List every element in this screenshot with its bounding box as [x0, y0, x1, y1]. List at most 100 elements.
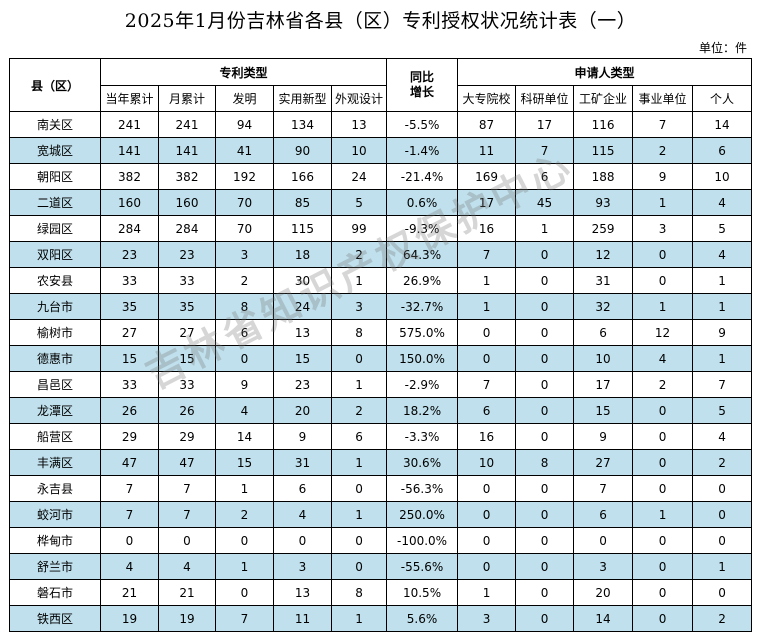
value-cell: 5 — [693, 216, 752, 242]
value-cell: 7 — [216, 606, 274, 632]
value-cell: 116 — [574, 112, 633, 138]
value-cell: 27 — [574, 450, 633, 476]
table-row: 舒兰市44130-55.6%00301 — [10, 554, 752, 580]
subheader-cell: 科研单位 — [516, 86, 574, 112]
table-row: 绿园区2842847011599-9.3%16125935 — [10, 216, 752, 242]
value-cell: 6 — [574, 320, 633, 346]
table-row: 永吉县77160-56.3%00700 — [10, 476, 752, 502]
table-row: 双阳区2323318264.3%701204 — [10, 242, 752, 268]
value-cell: 284 — [159, 216, 216, 242]
value-cell: 1 — [332, 268, 387, 294]
value-cell: 1 — [458, 580, 516, 606]
value-cell: 7 — [159, 476, 216, 502]
value-cell: 8 — [216, 294, 274, 320]
value-cell: 47 — [101, 450, 159, 476]
value-cell: 8 — [332, 580, 387, 606]
value-cell: 0 — [693, 476, 752, 502]
value-cell: 2 — [332, 242, 387, 268]
value-cell: 26 — [101, 398, 159, 424]
value-cell: 17 — [516, 112, 574, 138]
value-cell: 29 — [101, 424, 159, 450]
value-cell: 27 — [159, 320, 216, 346]
value-cell: 14 — [574, 606, 633, 632]
value-cell: 1 — [216, 554, 274, 580]
value-cell: 33 — [101, 268, 159, 294]
value-cell: 7 — [159, 502, 216, 528]
value-cell: 17 — [458, 190, 516, 216]
value-cell: 115 — [274, 216, 332, 242]
value-cell: 21 — [159, 580, 216, 606]
value-cell: 0 — [633, 528, 693, 554]
header-yoy: 同比增长 — [387, 59, 458, 112]
county-name-cell: 昌邑区 — [10, 372, 101, 398]
table-row: 桦甸市00000-100.0%00000 — [10, 528, 752, 554]
value-cell: 382 — [101, 164, 159, 190]
value-cell: 47 — [159, 450, 216, 476]
table-row: 九台市35358243-32.7%103211 — [10, 294, 752, 320]
value-cell: 7 — [458, 242, 516, 268]
value-cell: 0 — [458, 502, 516, 528]
yoy-cell: -32.7% — [387, 294, 458, 320]
table-row: 船营区29291496-3.3%160904 — [10, 424, 752, 450]
value-cell: 1 — [633, 190, 693, 216]
yoy-cell: 64.3% — [387, 242, 458, 268]
county-name-cell: 绿园区 — [10, 216, 101, 242]
value-cell: 33 — [159, 372, 216, 398]
value-cell: 94 — [216, 112, 274, 138]
value-cell: 0 — [693, 580, 752, 606]
value-cell: 2 — [633, 138, 693, 164]
value-cell: 7 — [458, 372, 516, 398]
value-cell: 1 — [332, 502, 387, 528]
value-cell: 160 — [101, 190, 159, 216]
value-cell: 3 — [332, 294, 387, 320]
table-row: 农安县3333230126.9%103101 — [10, 268, 752, 294]
value-cell: 1 — [458, 268, 516, 294]
value-cell: 4 — [693, 242, 752, 268]
value-cell: 7 — [574, 476, 633, 502]
county-name-cell: 朝阳区 — [10, 164, 101, 190]
value-cell: 0 — [458, 320, 516, 346]
value-cell: 0 — [516, 476, 574, 502]
value-cell: 33 — [101, 372, 159, 398]
value-cell: 0 — [332, 346, 387, 372]
value-cell: 382 — [159, 164, 216, 190]
value-cell: 23 — [159, 242, 216, 268]
value-cell: 0 — [516, 554, 574, 580]
value-cell: 93 — [574, 190, 633, 216]
value-cell: 15 — [101, 346, 159, 372]
yoy-cell: 18.2% — [387, 398, 458, 424]
subheader-cell: 月累计 — [159, 86, 216, 112]
subheader-cell: 当年累计 — [101, 86, 159, 112]
value-cell: 12 — [633, 320, 693, 346]
value-cell: 115 — [574, 138, 633, 164]
value-cell: 8 — [516, 450, 574, 476]
value-cell: 24 — [274, 294, 332, 320]
value-cell: 6 — [332, 424, 387, 450]
value-cell: 169 — [458, 164, 516, 190]
value-cell: 85 — [274, 190, 332, 216]
value-cell: 10 — [458, 450, 516, 476]
value-cell: 3 — [458, 606, 516, 632]
table-row: 榆树市27276138575.0%006129 — [10, 320, 752, 346]
county-name-cell: 榆树市 — [10, 320, 101, 346]
value-cell: 33 — [159, 268, 216, 294]
value-cell: 41 — [216, 138, 274, 164]
table-row: 磐石市2121013810.5%102000 — [10, 580, 752, 606]
value-cell: 18 — [274, 242, 332, 268]
value-cell: 0 — [633, 398, 693, 424]
value-cell: 241 — [101, 112, 159, 138]
value-cell: 27 — [101, 320, 159, 346]
county-name-cell: 桦甸市 — [10, 528, 101, 554]
value-cell: 188 — [574, 164, 633, 190]
value-cell: 0 — [633, 606, 693, 632]
county-name-cell: 宽城区 — [10, 138, 101, 164]
value-cell: 9 — [574, 424, 633, 450]
yoy-cell: -3.3% — [387, 424, 458, 450]
subheader-cell: 事业单位 — [633, 86, 693, 112]
value-cell: 21 — [101, 580, 159, 606]
value-cell: 1 — [693, 294, 752, 320]
value-cell: 166 — [274, 164, 332, 190]
value-cell: 24 — [332, 164, 387, 190]
value-cell: 20 — [574, 580, 633, 606]
table-row: 丰满区47471531130.6%1082702 — [10, 450, 752, 476]
